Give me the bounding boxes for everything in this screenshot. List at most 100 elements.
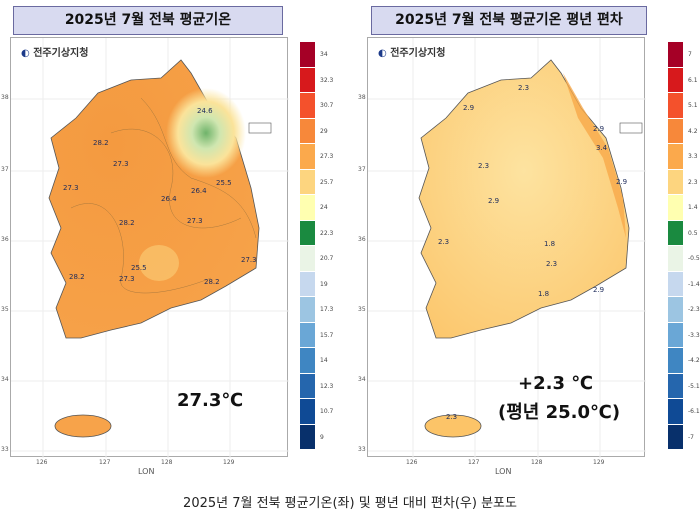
colorbar-label: 32.3 [320, 76, 334, 84]
svg-text:1.8: 1.8 [538, 290, 549, 298]
svg-text:2.9: 2.9 [593, 125, 604, 133]
colorbar-segment [300, 271, 315, 297]
x-tick-label: 126 [36, 459, 48, 466]
colorbar-segment [668, 424, 683, 450]
svg-text:2.9: 2.9 [616, 178, 627, 186]
svg-text:2.9: 2.9 [593, 286, 604, 294]
left-colorbar: 34 32.3 30.7 29 27.3 25.7 24 22.3 20.7 19 17.3 15.7… [300, 42, 333, 450]
colorbar-label: -4.2 [688, 357, 700, 364]
x-tick-label: 126 [406, 459, 418, 466]
y-tick-label: 34 [358, 376, 366, 383]
colorbar-label: 29 [320, 127, 328, 135]
colorbar-segment [668, 220, 683, 246]
x-tick-label: 127 [99, 459, 111, 466]
colorbar-label: 6.1 [688, 76, 698, 84]
svg-text:25.5: 25.5 [131, 264, 147, 272]
colorbar-segment [668, 271, 683, 297]
cool-region [166, 88, 246, 178]
colorbar-label: 19 [320, 280, 328, 288]
svg-text:1.8: 1.8 [544, 240, 555, 248]
y-tick-label: 38 [1, 94, 9, 101]
svg-text:27.3: 27.3 [187, 217, 203, 225]
svg-text:2.3: 2.3 [438, 238, 449, 246]
colorbar-label: 15.7 [320, 331, 334, 339]
colorbar-segment [668, 322, 683, 348]
colorbar-label: -1.4 [688, 280, 700, 288]
svg-text:2.3: 2.3 [478, 162, 489, 170]
colorbar-label: -5.1 [688, 382, 700, 390]
y-tick-label: 37 [358, 166, 366, 173]
colorbar-label: 20.7 [320, 255, 334, 262]
colorbar-label: 22.3 [320, 229, 334, 237]
left-map: 24.6 28.2 27.3 27.3 25.5 26.4 26.4 28.2 … [11, 38, 289, 458]
colorbar-label: 12.3 [320, 382, 334, 390]
colorbar-segment [668, 144, 683, 170]
svg-text:2.9: 2.9 [488, 197, 499, 205]
svg-text:27.3: 27.3 [119, 275, 135, 283]
left-map-panel: 24.6 28.2 27.3 27.3 25.5 26.4 26.4 28.2 … [10, 37, 289, 458]
colorbar-label: 17.3 [320, 306, 334, 313]
x-tick-label: 128 [531, 459, 543, 466]
colorbar-label: 2.3 [688, 178, 698, 186]
svg-text:26.4: 26.4 [161, 195, 177, 203]
colorbar-segment [668, 348, 683, 374]
korea-mainland [418, 59, 630, 339]
x-axis-label: LON [138, 467, 155, 476]
x-axis-label: LON [495, 467, 512, 476]
colorbar-segment [300, 67, 315, 93]
left-mean-value: 27.3℃ [177, 390, 244, 411]
colorbar-segment [668, 373, 683, 399]
colorbar-label: -6.1 [688, 408, 700, 415]
right-map-title: 2025년 7월 전북 평균기온 평년 편차 [371, 6, 647, 35]
colorbar-label: -2.3 [688, 306, 700, 313]
svg-text:28.2: 28.2 [69, 273, 85, 281]
y-tick-label: 35 [1, 306, 9, 313]
figure-caption: 2025년 7월 전북 평균기온(좌) 및 평년 대비 편차(우) 분포도 [183, 496, 517, 511]
colorbar-segment [300, 348, 315, 374]
right-colorbar: 7 6.1 5.1 4.2 3.3 2.3 1.4 0.5 -0.5 -1.4 -2.3 -3.3 -4… [668, 42, 700, 450]
colorbar-segment [668, 169, 683, 195]
colorbar-label: 0.5 [688, 229, 698, 237]
colorbar-segment [668, 246, 683, 272]
colorbar-segment [300, 373, 315, 399]
colorbar-label: 7 [688, 51, 692, 58]
colorbar-segment [300, 399, 315, 425]
y-tick-label: 33 [1, 446, 9, 453]
colorbar-label: 14 [320, 357, 328, 364]
colorbar-label: 27.3 [320, 153, 334, 160]
svg-text:2.9: 2.9 [463, 104, 474, 112]
y-tick-label: 38 [358, 94, 366, 101]
colorbar-segment [300, 220, 315, 246]
y-tick-label: 36 [358, 236, 366, 243]
y-tick-label: 34 [1, 376, 9, 383]
x-tick-label: 128 [161, 459, 173, 466]
contour-labels: 2.9 2.3 2.9 3.4 2.3 2.9 2.9 1.8 2.3 2.3 … [438, 84, 627, 421]
svg-text:27.3: 27.3 [113, 160, 129, 168]
y-tick-label: 33 [358, 446, 366, 453]
svg-text:3.4: 3.4 [596, 144, 608, 152]
colorbar-segment [300, 169, 315, 195]
colorbar-label: 3.3 [688, 153, 698, 160]
colorbar-segment [300, 42, 315, 68]
contour-labels: 24.6 28.2 27.3 27.3 25.5 26.4 26.4 28.2 … [63, 107, 257, 286]
colorbar-label: 34 [320, 51, 328, 58]
x-tick-label: 129 [223, 459, 235, 466]
colorbar-segment [300, 246, 315, 272]
svg-text:28.2: 28.2 [93, 139, 109, 147]
svg-text:24.6: 24.6 [197, 107, 213, 115]
svg-text:2.3: 2.3 [446, 413, 457, 421]
svg-text:27.3: 27.3 [241, 256, 257, 264]
jeju-island [54, 414, 112, 438]
colorbar-segment [668, 297, 683, 323]
colorbar-segment [668, 93, 683, 119]
colorbar-label: 25.7 [320, 178, 334, 186]
left-map-title: 2025년 7월 전북 평균기온 [13, 6, 283, 35]
right-map-panel: 2.9 2.3 2.9 3.4 2.3 2.9 2.9 1.8 2.3 2.3 … [367, 37, 646, 458]
kma-logo: ◐ 전주기상지청 [21, 48, 89, 59]
y-tick-label: 37 [1, 166, 9, 173]
colorbar-segment [668, 67, 683, 93]
colorbar-label: 9 [320, 433, 324, 441]
colorbar-label: -3.3 [688, 331, 700, 339]
svg-text:2.3: 2.3 [546, 260, 557, 268]
